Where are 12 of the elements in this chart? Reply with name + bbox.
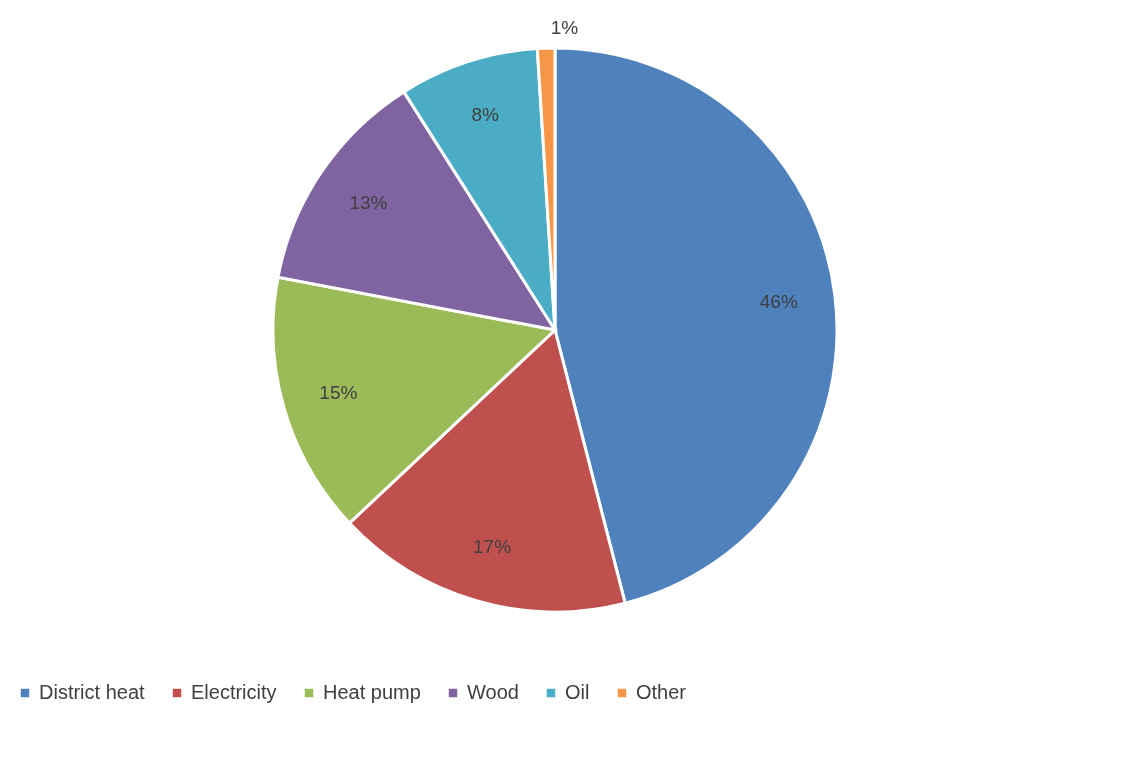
data-label: 15% — [319, 381, 358, 403]
data-label: 13% — [349, 192, 388, 214]
legend-label: District heat — [39, 681, 146, 703]
legend-label: Other — [636, 681, 687, 703]
data-label: 8% — [471, 104, 500, 126]
data-label: 17% — [473, 535, 512, 557]
data-label: 1% — [550, 17, 579, 39]
data-label: 46% — [759, 290, 798, 312]
legend-label: Oil — [565, 681, 590, 703]
legend-label: Wood — [467, 681, 519, 703]
legend-label: Heat pump — [323, 681, 421, 703]
legend-label: Electricity — [191, 681, 277, 703]
